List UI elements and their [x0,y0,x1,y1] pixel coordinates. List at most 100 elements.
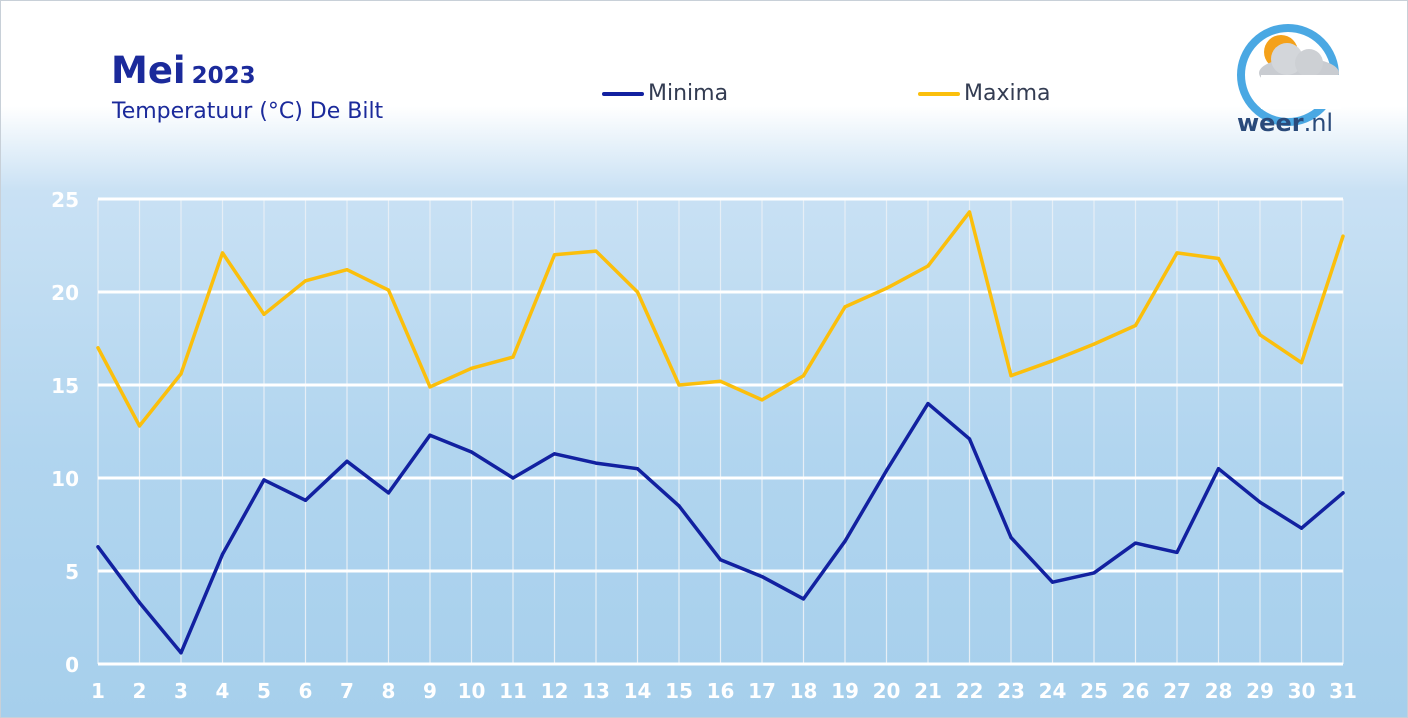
data-point-maxima [1299,361,1304,365]
data-point-maxima [1092,342,1096,346]
data-point-maxima [635,290,640,294]
data-point-minima [926,402,930,406]
x-tick-label: 30 [1288,679,1316,703]
data-point-maxima [926,264,930,268]
data-point-maxima [303,279,308,283]
data-point-minima [511,476,515,480]
data-point-minima [428,433,432,437]
data-point-minima [1009,535,1013,540]
data-point-maxima [1341,234,1345,238]
data-point-minima [967,437,972,441]
x-tick-label: 24 [1039,679,1067,703]
data-point-minima [1299,526,1304,530]
data-point-maxima [511,355,515,359]
y-tick-label: 15 [51,374,79,398]
data-point-minima [303,498,308,502]
data-point-minima [262,478,266,482]
x-tick-label: 28 [1205,679,1233,703]
x-tick-label: 18 [790,679,818,703]
data-point-minima [1216,467,1221,471]
data-point-maxima [1175,251,1179,255]
data-point-maxima [967,210,972,214]
data-point-maxima [469,366,474,370]
data-point-minima [179,651,183,655]
legend-label-maxima: Maxima [964,81,1051,106]
data-point-maxima [96,346,100,350]
data-point-minima [677,504,681,508]
x-tick-label: 15 [665,679,693,703]
legend-item-minima: Minima [602,81,728,106]
data-point-minima [1050,580,1055,584]
data-point-minima [1092,571,1096,575]
data-point-minima [1133,541,1138,545]
chart-subtitle: Temperatuur (°C) De Bilt [112,99,384,124]
data-point-minima [1258,500,1262,504]
data-point-maxima [345,268,349,272]
data-point-minima [594,461,598,465]
data-point-minima [137,601,142,605]
data-point-minima [220,552,225,556]
data-point-maxima [1258,333,1262,337]
data-point-maxima [677,383,681,387]
legend-label-minima: Minima [648,81,729,106]
weer-logo-icon [1237,24,1341,126]
data-point-maxima [594,249,598,253]
title-month: Mei [111,49,186,92]
data-point-minima [386,491,391,495]
data-point-maxima [1216,256,1221,261]
data-point-maxima [179,372,183,376]
x-tick-label: 1 [91,679,105,703]
x-tick-label: 5 [257,679,271,703]
x-tick-label: 29 [1246,679,1274,703]
x-tick-label: 27 [1163,679,1191,703]
data-point-maxima [137,424,142,428]
data-point-maxima [386,288,391,292]
y-tick-label: 10 [51,467,79,491]
x-tick-label: 23 [997,679,1025,703]
x-tick-label: 11 [499,679,527,703]
data-point-maxima [760,398,764,402]
data-point-minima [552,452,557,456]
x-tick-label: 7 [340,679,354,703]
data-point-minima [760,574,764,579]
y-tick-label: 25 [51,188,79,212]
data-point-minima [718,558,723,562]
x-tick-label: 6 [299,679,313,703]
data-point-maxima [1050,359,1055,363]
x-tick-label: 12 [541,679,569,703]
legend-item-maxima: Maxima [918,81,1051,106]
logo-tld: .nl [1303,109,1334,137]
data-point-maxima [220,251,225,255]
data-point-maxima [801,374,806,378]
x-tick-label: 14 [624,679,652,703]
title-year: 2023 [191,63,256,89]
x-tick-label: 13 [582,679,610,703]
data-point-maxima [1009,374,1013,378]
x-tick-label: 17 [748,679,776,703]
x-tick-label: 19 [831,679,859,703]
data-point-minima [96,545,100,549]
data-point-maxima [843,305,847,309]
x-tick-label: 25 [1080,679,1108,703]
chart-title: Mei 2023 [111,49,256,92]
logo-wordmark: weer.nl [1237,109,1333,137]
logo-brand: weer [1237,109,1304,137]
x-tick-label: 20 [873,679,901,703]
x-tick-label: 10 [458,679,486,703]
y-tick-label: 5 [65,560,79,584]
x-tick-label: 8 [382,679,396,703]
x-tick-label: 2 [133,679,147,703]
x-tick-label: 22 [956,679,984,703]
data-point-minima [801,597,806,601]
x-tick-label: 26 [1122,679,1150,703]
x-tick-label: 9 [423,679,437,703]
x-tick-label: 21 [914,679,942,703]
x-tick-label: 31 [1329,679,1357,703]
x-tick-label: 16 [707,679,735,703]
data-point-maxima [718,379,723,383]
legend-swatch-minima [602,91,644,96]
x-tick-label: 4 [216,679,230,703]
data-point-minima [1341,491,1345,495]
